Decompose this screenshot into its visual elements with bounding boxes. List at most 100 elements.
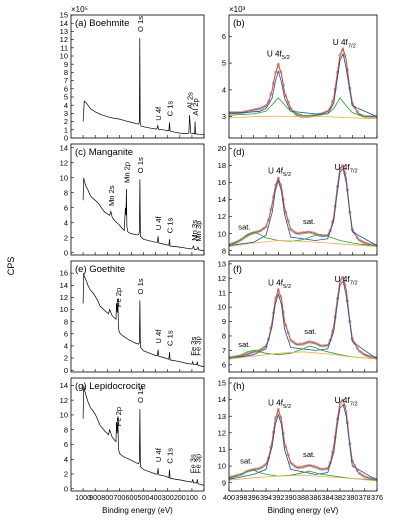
- data-point: [286, 331, 290, 335]
- data-point: [271, 311, 275, 315]
- x-tick-label: 700: [113, 493, 125, 502]
- y-tick-label: 8: [222, 246, 226, 255]
- y-tick-label: 0: [64, 484, 68, 493]
- panel-title: (g) Lepidocrocite: [75, 381, 146, 392]
- data-point: [360, 240, 364, 244]
- peak-label: Mn 3s: [190, 220, 199, 241]
- peak-label: U 4f7/2: [335, 163, 358, 175]
- y-tick-label: 12: [218, 212, 226, 221]
- y-tick-label: 14: [60, 143, 68, 152]
- y-tick-label: 13: [218, 412, 226, 421]
- plot-frame: [228, 143, 378, 256]
- plot-frame: [70, 260, 205, 373]
- series-line-1-1: [229, 52, 377, 117]
- peak-label: C 1s: [166, 101, 175, 117]
- right-multiplier: ×10³: [229, 5, 246, 14]
- y-tick-label: 10: [60, 411, 68, 420]
- y-tick-label: 4: [64, 101, 68, 110]
- data-point: [264, 225, 268, 229]
- data-point: [313, 465, 317, 469]
- y-tick-label: 5: [64, 93, 68, 102]
- series-line-1-2: [229, 97, 377, 117]
- y-tick-label: 16: [218, 178, 226, 187]
- y-tick-label: 7: [222, 346, 226, 355]
- series-line-2-0: [82, 177, 204, 251]
- x-tick-label: 200: [174, 493, 186, 502]
- x-tick-label: 388: [297, 493, 309, 502]
- panel-title: (c) Manganite: [75, 147, 133, 158]
- x-tick-label: 1000: [75, 493, 91, 502]
- peak-label: U 4f5/2: [268, 167, 291, 179]
- data-point: [340, 164, 345, 168]
- x-tick-label: 0: [202, 493, 206, 502]
- y-tick-label: 2: [64, 354, 68, 363]
- data-point: [358, 472, 362, 476]
- data-point: [289, 461, 293, 465]
- peak-label: Al 2s: [186, 92, 195, 109]
- y-tick-label: 18: [218, 161, 226, 170]
- peak-label: U 4f: [154, 447, 163, 462]
- data-point: [335, 296, 340, 301]
- peak-label: Fe 2p: [114, 407, 123, 426]
- panel-5: 6 7 8 9 10 11 12 13 (f) U 4f5/2 U 4f7/2 sat. sat.: [218, 259, 378, 373]
- data-point: [259, 106, 263, 110]
- y-tick-label: 4: [222, 85, 226, 94]
- y-tick-label: 13: [60, 27, 68, 36]
- plot-frame: [228, 14, 378, 139]
- peak-label: sat.: [304, 327, 316, 336]
- peak-label: O 1s: [136, 387, 145, 403]
- data-point: [353, 464, 357, 468]
- y-tick-label: 11: [218, 288, 226, 297]
- panel-7: 9 10 11 12 13 14 15 400 398 396 394 392 390 388 386 384…: [218, 377, 383, 515]
- x-tick-label: 400: [223, 493, 235, 502]
- series-line-6-0: [82, 385, 204, 486]
- x-tick-label: 394: [260, 493, 272, 502]
- data-point: [261, 464, 266, 468]
- x-tick-label: 100: [186, 493, 198, 502]
- y-tick-label: 9: [222, 478, 226, 487]
- series-line-3-2: [229, 231, 377, 246]
- peak-label: Fe 2p: [114, 288, 123, 307]
- peak-label: O 1s: [136, 278, 145, 294]
- plot-frame: [70, 377, 205, 492]
- y-tick-label: 0: [64, 134, 68, 143]
- series-line-5-3: [229, 351, 377, 360]
- data-point: [289, 338, 293, 342]
- peak-label: Fe 3s: [189, 454, 198, 473]
- data-point: [279, 70, 283, 74]
- data-point: [242, 471, 246, 475]
- peak-label: U 4f5/2: [267, 49, 290, 61]
- panel-title: (f): [233, 264, 242, 275]
- peak-label: C 1s: [166, 448, 175, 464]
- data-point: [289, 227, 293, 231]
- y-tick-label: 8: [64, 68, 68, 77]
- data-point: [281, 431, 285, 436]
- y-tick-label: 11: [218, 445, 226, 454]
- y-tick-label: 8: [64, 317, 68, 326]
- data-point: [333, 315, 337, 319]
- data-point: [274, 70, 278, 74]
- data-point: [269, 92, 273, 96]
- peak-label: U 4f: [154, 106, 163, 121]
- data-point: [350, 459, 354, 463]
- left-multiplier: ×10⁵: [71, 5, 88, 14]
- y-tick-label: 10: [218, 462, 226, 471]
- data-point: [358, 349, 362, 353]
- peak-label: U 4f5/2: [268, 399, 291, 411]
- data-point: [261, 226, 266, 231]
- y-tick-label: 14: [218, 395, 226, 404]
- data-point: [333, 87, 337, 91]
- data-point: [353, 231, 357, 236]
- y-tick-label: 16: [60, 269, 68, 278]
- x-tick-label: 378: [359, 493, 371, 502]
- data-point: [286, 219, 290, 223]
- y-tick-label: 20: [218, 144, 226, 153]
- peak-label: U 4f: [154, 215, 163, 230]
- peak-label: sat.: [238, 222, 250, 231]
- x-tick-label: 396: [248, 493, 260, 502]
- y-tick-label: 3: [64, 109, 68, 118]
- y-tick-label: 12: [60, 293, 68, 302]
- data-point: [338, 167, 342, 171]
- data-point: [291, 340, 295, 344]
- y-tick-label: 6: [64, 440, 68, 449]
